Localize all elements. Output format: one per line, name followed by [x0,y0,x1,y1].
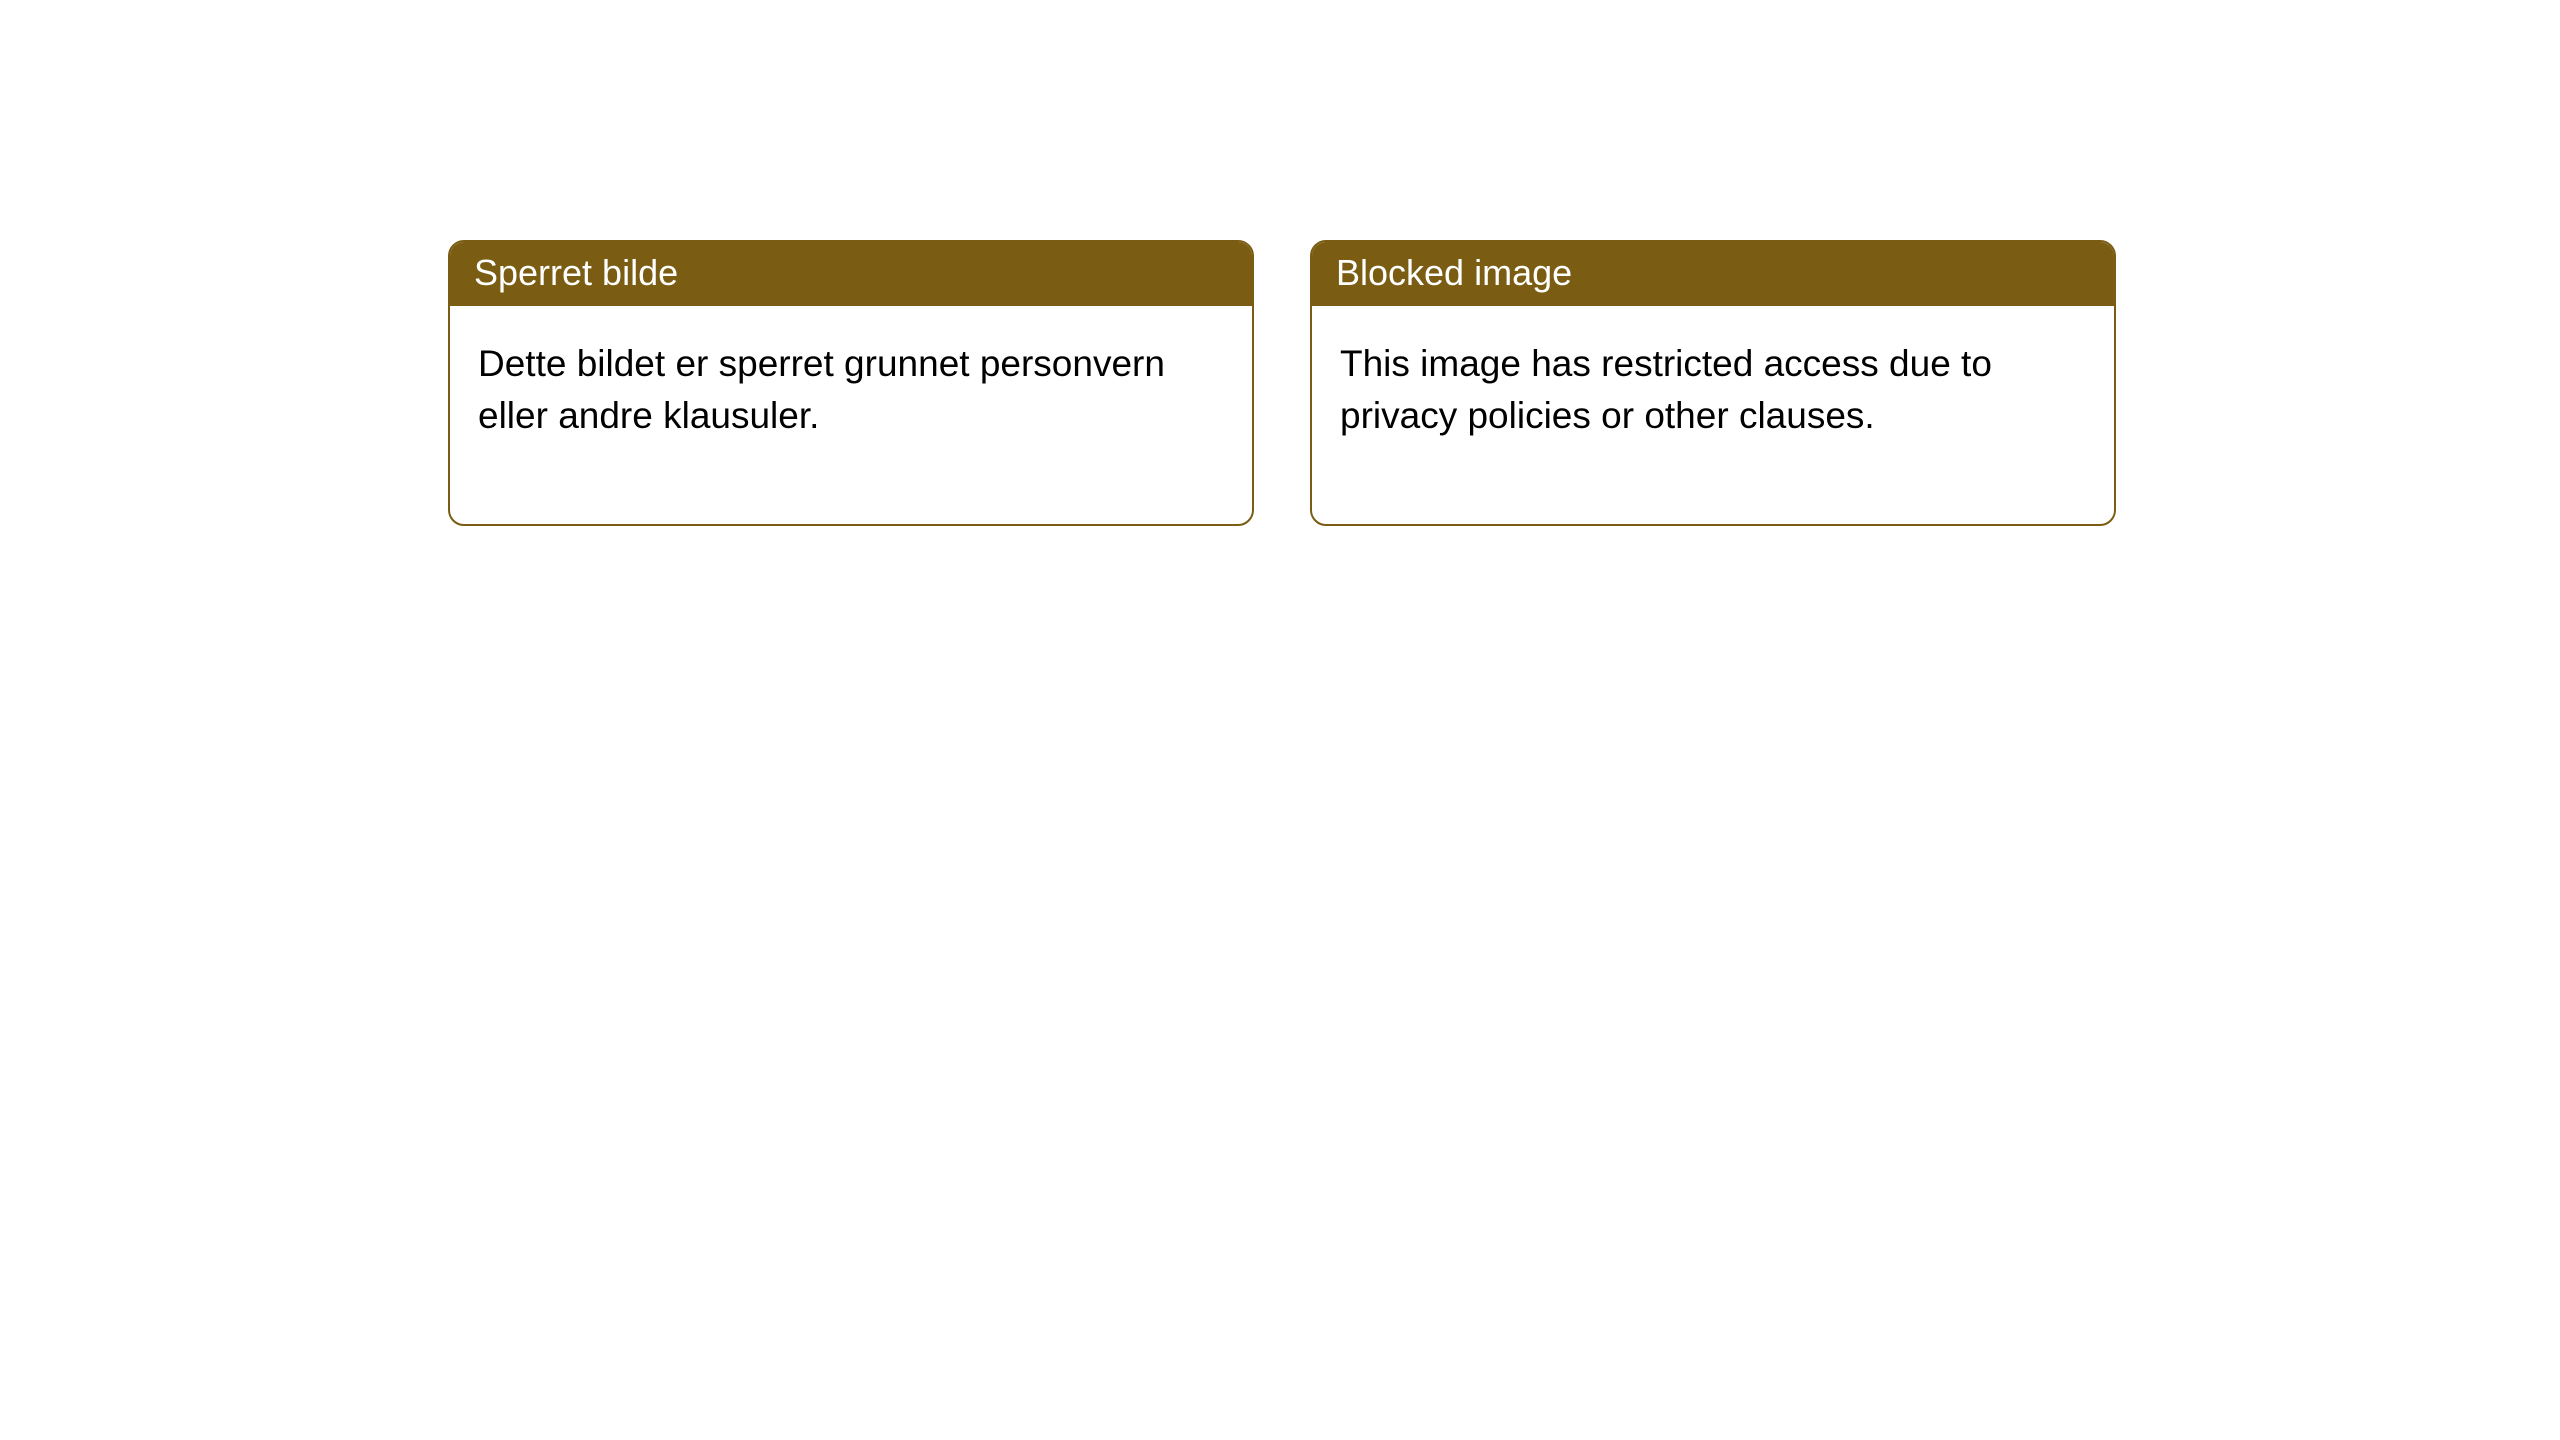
card-body: This image has restricted access due to … [1312,306,2114,524]
card-body-text: This image has restricted access due to … [1340,343,1992,436]
notice-cards-container: Sperret bilde Dette bildet er sperret gr… [0,0,2560,526]
card-header: Sperret bilde [450,242,1252,306]
card-title: Sperret bilde [474,252,678,293]
card-title: Blocked image [1336,252,1572,293]
card-header: Blocked image [1312,242,2114,306]
card-body: Dette bildet er sperret grunnet personve… [450,306,1252,524]
notice-card-english: Blocked image This image has restricted … [1310,240,2116,526]
notice-card-norwegian: Sperret bilde Dette bildet er sperret gr… [448,240,1254,526]
card-body-text: Dette bildet er sperret grunnet personve… [478,343,1165,436]
